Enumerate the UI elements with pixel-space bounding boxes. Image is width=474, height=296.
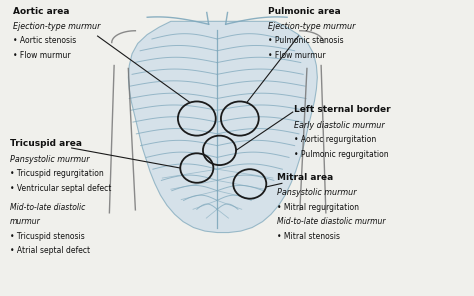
Text: • Tricuspid regurgitation: • Tricuspid regurgitation xyxy=(10,169,104,178)
Polygon shape xyxy=(128,21,318,233)
Text: Aortic area: Aortic area xyxy=(12,7,69,16)
Text: • Flow murmur: • Flow murmur xyxy=(12,51,70,60)
Text: • Pulmonic regurgitation: • Pulmonic regurgitation xyxy=(294,150,388,159)
Text: • Mitral regurgitation: • Mitral regurgitation xyxy=(277,203,359,212)
Text: Early diastolic murmur: Early diastolic murmur xyxy=(294,121,384,130)
Text: Pansystolic murmur: Pansystolic murmur xyxy=(277,189,356,197)
Text: • Aortic stenosis: • Aortic stenosis xyxy=(12,36,76,46)
Text: • Aortic regurgitation: • Aortic regurgitation xyxy=(294,135,376,144)
Text: • Flow murmur: • Flow murmur xyxy=(268,51,325,60)
Text: Pulmonic area: Pulmonic area xyxy=(268,7,340,16)
Text: Mid-to-late diastolic: Mid-to-late diastolic xyxy=(10,202,85,212)
Text: Mid-to-late diastolic murmur: Mid-to-late diastolic murmur xyxy=(277,218,386,226)
Text: Tricuspid area: Tricuspid area xyxy=(10,139,82,148)
Text: • Atrial septal defect: • Atrial septal defect xyxy=(10,246,90,255)
Text: Ejection-type murmur: Ejection-type murmur xyxy=(12,22,100,31)
Text: Ejection-type murmur: Ejection-type murmur xyxy=(268,22,355,31)
Text: • Ventricular septal defect: • Ventricular septal defect xyxy=(10,184,111,193)
Text: • Tricuspid stenosis: • Tricuspid stenosis xyxy=(10,231,85,241)
Text: • Mitral stenosis: • Mitral stenosis xyxy=(277,232,340,241)
Text: murmur: murmur xyxy=(10,217,41,226)
Text: Left sternal border: Left sternal border xyxy=(294,105,390,114)
Text: Mitral area: Mitral area xyxy=(277,173,333,182)
Text: Pansystolic murmur: Pansystolic murmur xyxy=(10,155,90,164)
Text: • Pulmonic stenosis: • Pulmonic stenosis xyxy=(268,36,343,46)
